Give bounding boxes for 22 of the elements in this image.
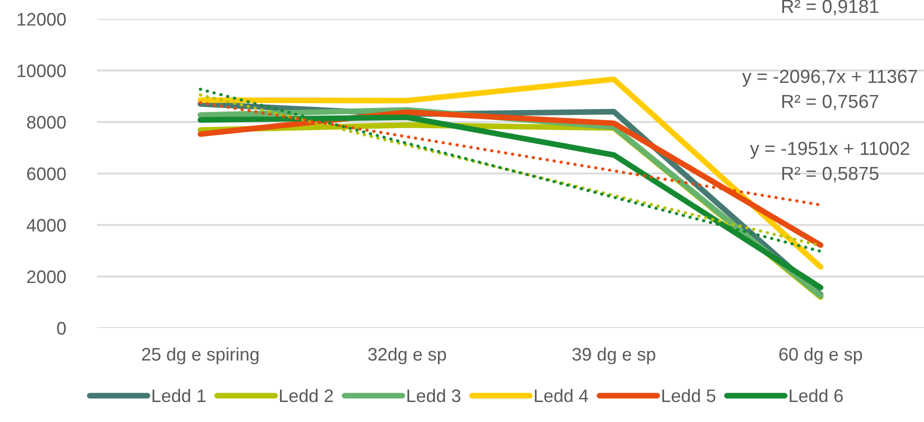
y-tick-label: 2000 bbox=[27, 270, 66, 284]
legend-label: Ledd 2 bbox=[280, 388, 333, 402]
y-tick-label: 0 bbox=[57, 322, 66, 335]
y-tick-label: 12000 bbox=[18, 12, 66, 26]
annotation: y = -2096,7x + 11367 bbox=[742, 70, 917, 87]
y-tick-label: 10000 bbox=[18, 64, 66, 78]
y-tick-label: 4000 bbox=[26, 218, 66, 232]
annotation: R² = 0,7567 bbox=[782, 94, 878, 110]
legend-label: Ledd 3 bbox=[407, 388, 460, 402]
annotation: y = -1951x + 11002 bbox=[750, 142, 910, 159]
text: R² = 0,9181 bbox=[782, 0, 878, 16]
x-tick-label: 60 dg e sp bbox=[779, 347, 862, 364]
legend-label: Ledd 6 bbox=[790, 388, 843, 402]
legend-label: Ledd 5 bbox=[662, 388, 716, 402]
y-tick-label: 6000 bbox=[27, 167, 66, 180]
annotation: R² = 0,5875 bbox=[782, 166, 878, 182]
y-tick-label: 8000 bbox=[27, 116, 66, 129]
x-tick-label: 32dg e sp bbox=[368, 347, 446, 364]
legend-label: Ledd 4 bbox=[534, 388, 588, 402]
legend-label: Ledd 1 bbox=[152, 388, 206, 402]
x-tick-label: 25 dg e spiring bbox=[142, 347, 258, 364]
x-tick-label: 39 dg e sp bbox=[572, 347, 656, 364]
